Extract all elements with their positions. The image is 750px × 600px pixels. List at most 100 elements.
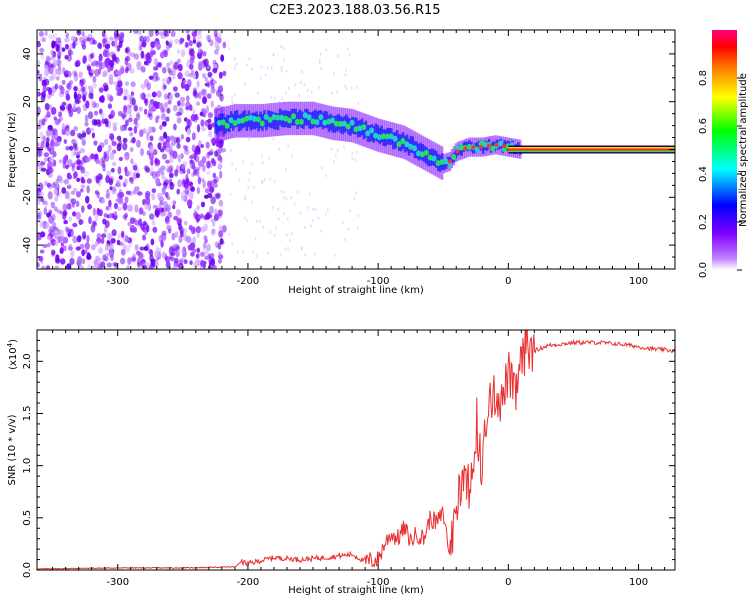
noise-speck	[112, 186, 117, 193]
noise-speck	[201, 88, 207, 98]
noise-speck	[133, 125, 138, 134]
noise-speck	[37, 161, 40, 167]
noise-speck	[149, 135, 154, 142]
faint-speck	[282, 196, 285, 200]
noise-speck	[65, 226, 69, 232]
noise-speck	[61, 47, 66, 52]
noise-speck	[172, 243, 178, 249]
noise-speck	[98, 157, 104, 167]
noise-speck	[213, 30, 218, 38]
noise-speck	[183, 259, 188, 265]
noise-speck	[212, 178, 218, 184]
noise-speck	[67, 228, 73, 234]
signal-peak-dot	[498, 140, 504, 147]
noise-speck	[76, 106, 81, 114]
noise-speck	[56, 58, 62, 67]
faint-speck	[228, 47, 231, 51]
noise-speck	[156, 115, 160, 120]
faint-speck	[244, 197, 247, 201]
faint-speck	[235, 167, 237, 171]
noise-speck	[123, 95, 128, 101]
noise-speck	[38, 73, 43, 82]
noise-speck	[67, 184, 72, 189]
faint-speck	[261, 180, 263, 184]
signal-core	[450, 154, 454, 164]
noise-speck	[160, 113, 166, 121]
noise-speck	[205, 141, 210, 149]
noise-speck	[129, 176, 133, 183]
noise-speck	[136, 30, 142, 35]
noise-speck	[70, 129, 76, 137]
noise-speck	[124, 57, 129, 66]
noise-speck	[71, 162, 76, 168]
noise-speck	[129, 68, 135, 74]
signal-core	[460, 146, 463, 156]
noise-speck	[44, 60, 49, 66]
noise-speck	[182, 79, 187, 84]
noise-speck	[192, 72, 197, 80]
noise-speck	[39, 249, 45, 254]
noise-speck	[107, 103, 113, 110]
noise-speck	[176, 245, 180, 251]
noise-speck	[163, 93, 168, 100]
noise-speck	[47, 147, 51, 152]
noise-speck	[68, 244, 73, 250]
noise-speck	[101, 233, 107, 239]
noise-speck	[76, 236, 80, 243]
signal-core	[274, 112, 278, 130]
noise-speck	[54, 265, 60, 269]
noise-speck	[55, 76, 60, 81]
noise-speck	[213, 88, 217, 93]
faint-speck	[284, 247, 287, 251]
noise-speck	[37, 106, 41, 115]
noise-speck	[192, 36, 197, 43]
noise-speck	[81, 205, 85, 213]
noise-speck	[206, 152, 210, 159]
faint-speck	[344, 68, 347, 72]
noise-speck	[73, 91, 78, 100]
faint-speck	[348, 53, 351, 57]
noise-speck	[151, 91, 157, 98]
noise-speck	[191, 132, 197, 141]
signal-peak-dot	[291, 113, 297, 120]
noise-speck	[166, 224, 172, 231]
noise-speck	[92, 39, 97, 45]
noise-speck	[136, 64, 143, 71]
noise-speck	[105, 60, 109, 69]
signal-peak-dot	[373, 132, 379, 139]
noise-speck	[67, 103, 72, 112]
noise-speck	[72, 187, 78, 193]
noise-speck	[152, 77, 158, 83]
noise-speck	[82, 132, 87, 138]
noise-speck	[210, 87, 216, 94]
noise-speck	[131, 97, 136, 106]
noise-speck	[103, 213, 108, 218]
noise-speck	[94, 240, 99, 247]
noise-speck	[217, 258, 222, 264]
faint-speck	[357, 101, 360, 105]
noise-speck	[132, 253, 136, 261]
noise-speck	[61, 187, 67, 194]
noise-speck	[154, 250, 160, 259]
noise-speck	[177, 72, 183, 80]
faint-speck	[344, 73, 347, 77]
noise-speck	[140, 83, 146, 90]
noise-speck	[206, 93, 212, 99]
snr-x-ticks: -300 -200 -100 0 100	[52, 330, 666, 588]
noise-speck	[82, 55, 87, 63]
noise-speck	[38, 182, 44, 191]
signal-peak-dot	[216, 119, 222, 126]
noise-speck	[177, 179, 183, 188]
noise-speck	[65, 124, 70, 132]
noise-speck	[105, 193, 110, 200]
signal-core	[216, 117, 219, 135]
noise-speck	[102, 163, 106, 172]
faint-speck	[351, 156, 354, 160]
noise-speck	[89, 53, 94, 60]
noise-speck	[37, 69, 40, 75]
spectrogram-x-axis-label: Height of straight line (km)	[288, 285, 424, 296]
noise-speck	[167, 99, 172, 105]
faint-speck	[291, 232, 293, 236]
noise-speck	[137, 190, 141, 196]
noise-speck	[204, 188, 210, 194]
